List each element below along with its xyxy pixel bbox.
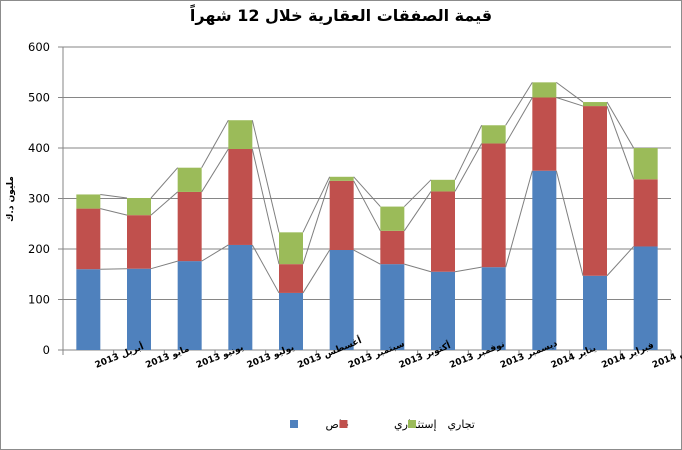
- series-connector-line: [251, 244, 280, 294]
- legend: خاصإستثماريتجاري: [290, 418, 475, 431]
- bar-segment: [329, 250, 354, 350]
- y-tick-label: 400: [28, 141, 50, 155]
- bar-segment: [279, 292, 303, 350]
- series-connector-line: [302, 176, 331, 233]
- y-tick-label: 500: [28, 91, 50, 105]
- bar-segment: [633, 148, 658, 180]
- series-connector-line: [201, 244, 229, 262]
- bar-segment: [76, 208, 101, 270]
- y-axis-label: مليون د.ك: [6, 176, 16, 222]
- bar-segment: [633, 179, 658, 247]
- series-connector-line: [150, 260, 178, 270]
- series-connector-line: [555, 170, 584, 276]
- bar-segment: [481, 267, 506, 350]
- bar-segment: [329, 176, 354, 181]
- bar-segment: [532, 97, 557, 171]
- series-connector-line: [606, 105, 635, 180]
- bar-segment: [583, 102, 607, 107]
- legend-label: تجاري: [447, 418, 474, 431]
- bar-segment: [127, 197, 151, 216]
- series-connector-line: [201, 148, 229, 193]
- bar-segment: [127, 215, 151, 269]
- series-connector-line: [201, 119, 229, 168]
- series-connector-line: [404, 263, 432, 273]
- bars: [76, 82, 658, 350]
- bar-segment: [279, 264, 303, 293]
- series-connector-line: [302, 180, 331, 265]
- bar-segment: [228, 120, 253, 150]
- x-category-label: نوفمبر 2013: [448, 340, 506, 371]
- series-connector-line: [100, 193, 128, 199]
- bar-segment: [431, 271, 455, 350]
- series-connector-line: [353, 176, 381, 207]
- connector-lines: [100, 81, 635, 294]
- bar-segment: [532, 170, 557, 350]
- bar-segment: [177, 167, 202, 192]
- bar-segment: [431, 191, 455, 272]
- bar-segment: [431, 179, 455, 192]
- series-connector-line: [454, 143, 483, 192]
- bar-segment: [380, 206, 405, 231]
- x-category-label: أبريل 2013: [93, 340, 145, 370]
- series-connector-line: [454, 266, 482, 273]
- x-category-label: فبراير 2014: [600, 341, 655, 371]
- series-connector-line: [150, 167, 179, 199]
- series-connector-line: [606, 101, 635, 149]
- x-category-label: مايو 2013: [144, 344, 191, 371]
- bar-segment: [481, 143, 506, 268]
- bar-segment: [532, 82, 557, 98]
- series-connector-line: [100, 208, 128, 216]
- series-connector-line: [302, 249, 331, 294]
- series-connector-line: [505, 170, 533, 268]
- series-connector-line: [100, 268, 128, 270]
- x-category-label: أكتوبر 2013: [397, 339, 452, 371]
- series-connector-line: [556, 81, 584, 103]
- bar-segment: [127, 268, 151, 350]
- bar-segment: [228, 244, 253, 350]
- axes: [58, 46, 672, 355]
- y-tick-label: 100: [28, 293, 50, 307]
- series-connector-line: [606, 246, 635, 277]
- legend-swatch: [290, 420, 298, 428]
- bar-segment: [380, 230, 405, 265]
- bar-segment: [177, 261, 202, 350]
- legend-swatch: [339, 420, 348, 428]
- bar-segment: [633, 246, 658, 350]
- y-tick-label: 200: [28, 242, 50, 256]
- bar-segment: [329, 180, 354, 251]
- series-connector-line: [403, 191, 432, 232]
- y-tick-label: 600: [28, 40, 50, 54]
- bar-segment: [76, 194, 101, 209]
- series-connector-line: [251, 120, 280, 233]
- series-connector-line: [505, 82, 533, 126]
- gridlines: [63, 46, 671, 300]
- series-connector-line: [403, 179, 432, 207]
- series-connector-line: [353, 249, 381, 265]
- series-connector-line: [150, 191, 178, 216]
- legend-swatch: [408, 420, 416, 428]
- x-category-label: يونيو 2013: [195, 343, 245, 371]
- bar-segment: [177, 191, 202, 262]
- bar-segment: [279, 232, 303, 265]
- bar-segment: [380, 264, 405, 350]
- y-tick-label: 0: [43, 343, 50, 357]
- bar-segment: [583, 106, 607, 276]
- series-connector-line: [353, 180, 381, 232]
- series-connector-line: [454, 125, 483, 181]
- y-tick-label: 300: [28, 192, 50, 206]
- bar-segment: [228, 149, 253, 245]
- x-category-label: يوليو 2013: [246, 343, 296, 371]
- series-connector-line: [556, 97, 584, 107]
- bar-segment: [583, 275, 607, 350]
- bar-segment: [76, 269, 101, 350]
- x-category-label: ديسمبر 2013: [499, 339, 559, 371]
- series-connector-line: [505, 97, 533, 144]
- series-connector-line: [251, 148, 280, 265]
- bar-segment: [481, 125, 506, 144]
- chart-title: قيمة الصفقات العقارية خلال 12 شهراً: [190, 3, 492, 25]
